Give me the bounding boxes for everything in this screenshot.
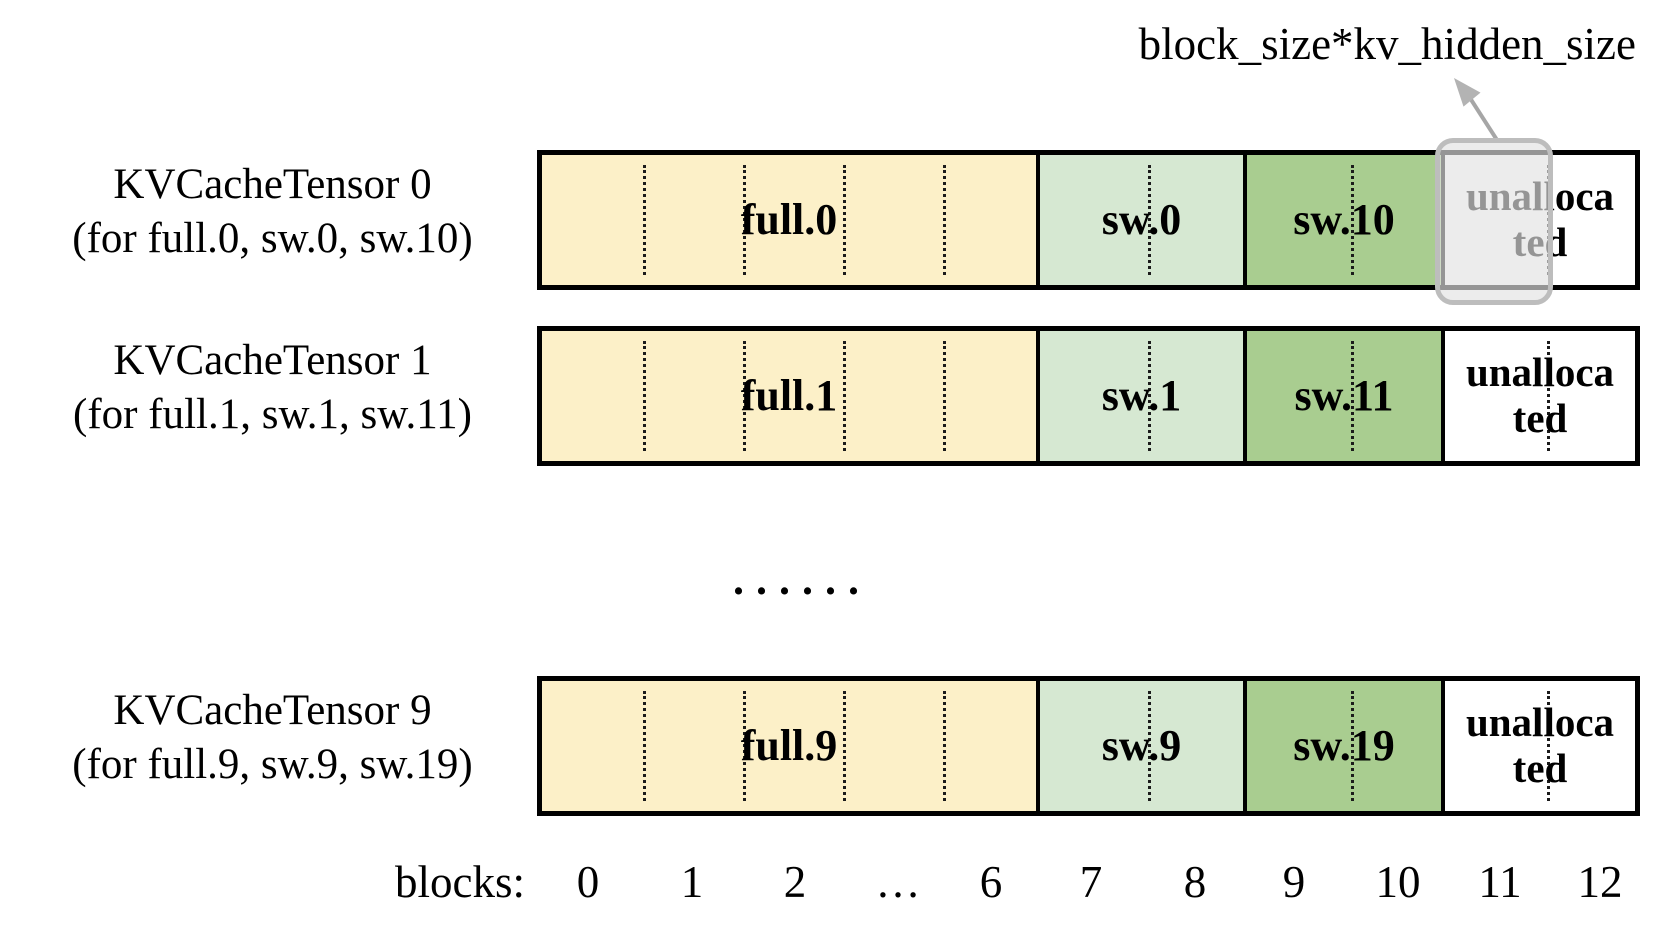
block-divider bbox=[1547, 341, 1550, 451]
block-divider bbox=[743, 165, 746, 275]
rows-ellipsis: ...... bbox=[733, 555, 871, 604]
row9-unalloc-line2: ted bbox=[1512, 745, 1568, 791]
row9-segment-sw-b-label: sw.19 bbox=[1293, 720, 1395, 770]
block-divider bbox=[943, 341, 946, 451]
blocks-axis-prefix: blocks: bbox=[395, 857, 525, 907]
block-divider bbox=[643, 341, 646, 451]
block-divider bbox=[1547, 691, 1550, 801]
blocks-axis-tick-0: 0 bbox=[576, 857, 600, 907]
annotation-arrow-icon bbox=[1454, 78, 1499, 142]
row0-subtitle: (for full.0, sw.0, sw.10) bbox=[72, 215, 473, 263]
row9-title: KVCacheTensor 9 bbox=[113, 687, 432, 734]
row1-segment-unallocated: unalloca ted bbox=[1445, 331, 1635, 461]
row1-segment-unallocated-label: unalloca ted bbox=[1465, 349, 1615, 442]
block-divider bbox=[1148, 341, 1151, 451]
row9-subtitle: (for full.9, sw.9, sw.19) bbox=[72, 741, 473, 789]
row9-segment-sw-b: sw.19 bbox=[1247, 681, 1445, 811]
blocks-axis-tick-6: 6 bbox=[979, 857, 1003, 907]
blocks-axis-tick-2: 2 bbox=[783, 857, 807, 907]
block-divider bbox=[843, 341, 846, 451]
row1-label: KVCacheTensor 1 (for full.1, sw.1, sw.11… bbox=[30, 334, 515, 442]
row0-segment-full-label: full.0 bbox=[740, 194, 838, 244]
row9-unalloc-line1: unalloca bbox=[1465, 699, 1615, 746]
row0-segment-sw-a-label: sw.0 bbox=[1101, 194, 1182, 244]
block-divider bbox=[743, 341, 746, 451]
row1-segment-sw-b: sw.11 bbox=[1247, 331, 1445, 461]
blocks-axis-tick-ellipsis: … bbox=[875, 857, 921, 907]
row0-segment-sw-a: sw.0 bbox=[1040, 155, 1247, 285]
block-divider bbox=[1148, 165, 1151, 275]
blocks-axis-tick-1: 1 bbox=[680, 857, 704, 907]
row1-segment-full: full.1 bbox=[542, 331, 1040, 461]
row1-unalloc-line1: unalloca bbox=[1465, 349, 1615, 396]
row1-segment-sw-a: sw.1 bbox=[1040, 331, 1247, 461]
block-divider bbox=[1148, 691, 1151, 801]
block-divider bbox=[943, 165, 946, 275]
block-size-annotation-label: block_size*kv_hidden_size bbox=[1138, 19, 1636, 69]
blocks-axis-tick-11: 11 bbox=[1478, 857, 1522, 907]
block-divider bbox=[843, 165, 846, 275]
row1-segment-sw-b-label: sw.11 bbox=[1294, 370, 1394, 420]
row9-segment-unallocated-label: unalloca ted bbox=[1465, 699, 1615, 792]
block-divider bbox=[643, 691, 646, 801]
block-divider bbox=[1351, 341, 1354, 451]
row1-title: KVCacheTensor 1 bbox=[113, 337, 432, 384]
row1-tensor-bar: full.1 sw.1 sw.11 unalloca ted bbox=[537, 326, 1640, 466]
row1-subtitle: (for full.1, sw.1, sw.11) bbox=[73, 391, 472, 439]
row9-segment-unallocated: unalloca ted bbox=[1445, 681, 1635, 811]
blocks-axis-tick-7: 7 bbox=[1079, 857, 1103, 907]
block-divider bbox=[1351, 165, 1354, 275]
block-divider bbox=[743, 691, 746, 801]
row9-segment-sw-a-label: sw.9 bbox=[1101, 720, 1182, 770]
block-divider bbox=[643, 165, 646, 275]
row9-label: KVCacheTensor 9 (for full.9, sw.9, sw.19… bbox=[30, 684, 515, 792]
row1-segment-sw-a-label: sw.1 bbox=[1101, 370, 1182, 420]
block-divider bbox=[843, 691, 846, 801]
blocks-axis-tick-8: 8 bbox=[1183, 857, 1207, 907]
block-divider bbox=[1351, 691, 1354, 801]
row1-segment-full-label: full.1 bbox=[740, 370, 838, 420]
blocks-axis-tick-9: 9 bbox=[1282, 857, 1306, 907]
blocks-axis-tick-12: 12 bbox=[1577, 857, 1623, 907]
row9-segment-sw-a: sw.9 bbox=[1040, 681, 1247, 811]
blocks-axis-tick-10: 10 bbox=[1375, 857, 1421, 907]
row9-segment-full-label: full.9 bbox=[740, 720, 838, 770]
row9-tensor-bar: full.9 sw.9 sw.19 unalloca ted bbox=[537, 676, 1640, 816]
row0-title: KVCacheTensor 0 bbox=[113, 161, 432, 208]
row0-segment-sw-b-label: sw.10 bbox=[1293, 194, 1395, 244]
block-divider bbox=[943, 691, 946, 801]
row1-unalloc-line2: ted bbox=[1512, 395, 1568, 441]
row0-segment-sw-b: sw.10 bbox=[1247, 155, 1445, 285]
block-size-highlight-box bbox=[1435, 138, 1553, 305]
row0-segment-full: full.0 bbox=[542, 155, 1040, 285]
row9-segment-full: full.9 bbox=[542, 681, 1040, 811]
row0-label: KVCacheTensor 0 (for full.0, sw.0, sw.10… bbox=[30, 158, 515, 266]
